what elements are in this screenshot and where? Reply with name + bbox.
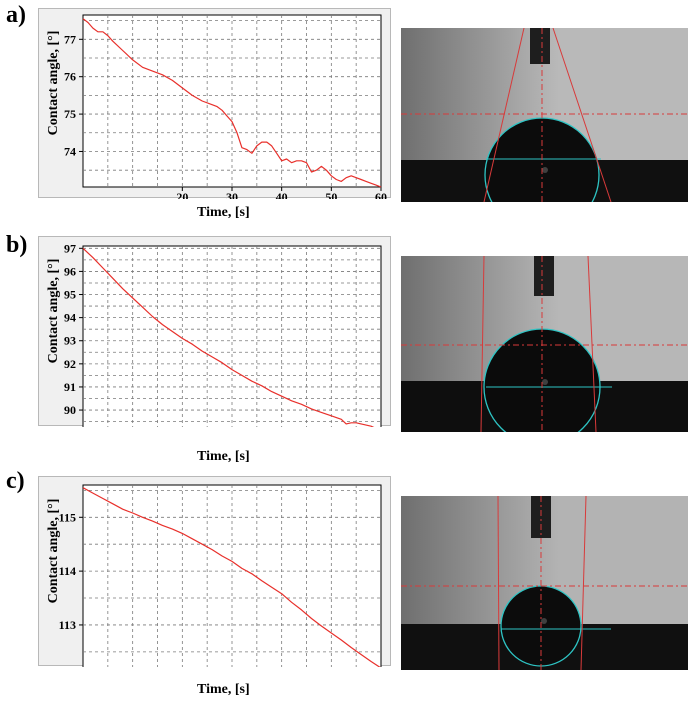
chart-a-svg: 20 30 40 50 60 74 75 76 77 [64,14,387,199]
y-tick-label: 74 [64,144,76,158]
y-tick-label: 96 [64,264,76,278]
x-tick-label: 40 [276,190,288,199]
chart-a: 20 30 40 50 60 74 75 76 77 Contact angle, [°] Ti… [38,8,391,220]
droplet-reflection [541,618,547,624]
tangent-left [497,496,500,670]
chart-a-ylabel: Contact angle, [°] [46,30,61,136]
x-tick-label: 20 [176,190,188,199]
y-tick-label: 114 [59,564,76,578]
y-tick-label: 77 [64,32,76,46]
y-tick-label: 113 [59,618,76,632]
chart-c-svg: 102030405060113114115 [59,484,382,667]
droplet-photo-a [401,28,688,202]
x-tick-label: 50 [325,190,337,199]
y-tick-label: 92 [64,357,76,371]
chart-b-ylabel: Contact angle, [°] [46,258,61,364]
droplet-reflection [542,167,548,173]
tangent-left [480,256,485,432]
tangent-left [483,28,525,202]
x-tick-label: 60 [375,190,387,199]
panel-label-b: b) [6,232,28,258]
panel-label-a: a) [6,2,26,28]
series-line [82,247,375,427]
y-tick-label: 93 [64,334,76,348]
chart-c: 102030405060113114115 Contact angle, [°]… [38,476,391,697]
tangent-right [580,496,587,670]
y-tick-label: 94 [64,311,76,325]
y-tick-label: 95 [64,288,76,302]
y-tick-label: 75 [64,107,76,121]
needle [531,496,551,538]
tangent-right [587,256,597,432]
chart-b-svg: 1020304050609091929394959697 [64,241,382,427]
tangent-right [552,28,612,202]
chart-c-ylabel: Contact angle, [°] [46,498,61,604]
series-line [82,487,381,667]
y-tick-label: 90 [64,403,76,417]
needle [534,256,554,296]
droplet-photo-b [401,256,688,432]
y-tick-label: 91 [64,380,76,394]
y-tick-label: 97 [64,241,76,255]
droplet-photo-c [401,496,688,670]
chart-b-xlabel: Time, [s] [197,449,250,464]
needle [530,28,550,64]
chart-b: 1020304050609091929394959697 Contact ang… [38,236,391,464]
chart-a-xlabel: Time, [s] [197,205,250,220]
x-tick-label: 30 [226,190,238,199]
panel-label-c: c) [6,468,25,494]
chart-c-xlabel: Time, [s] [197,682,250,697]
y-tick-label: 115 [59,510,76,524]
series-line [82,18,382,188]
y-tick-label: 76 [64,70,76,84]
droplet-reflection [542,379,548,385]
